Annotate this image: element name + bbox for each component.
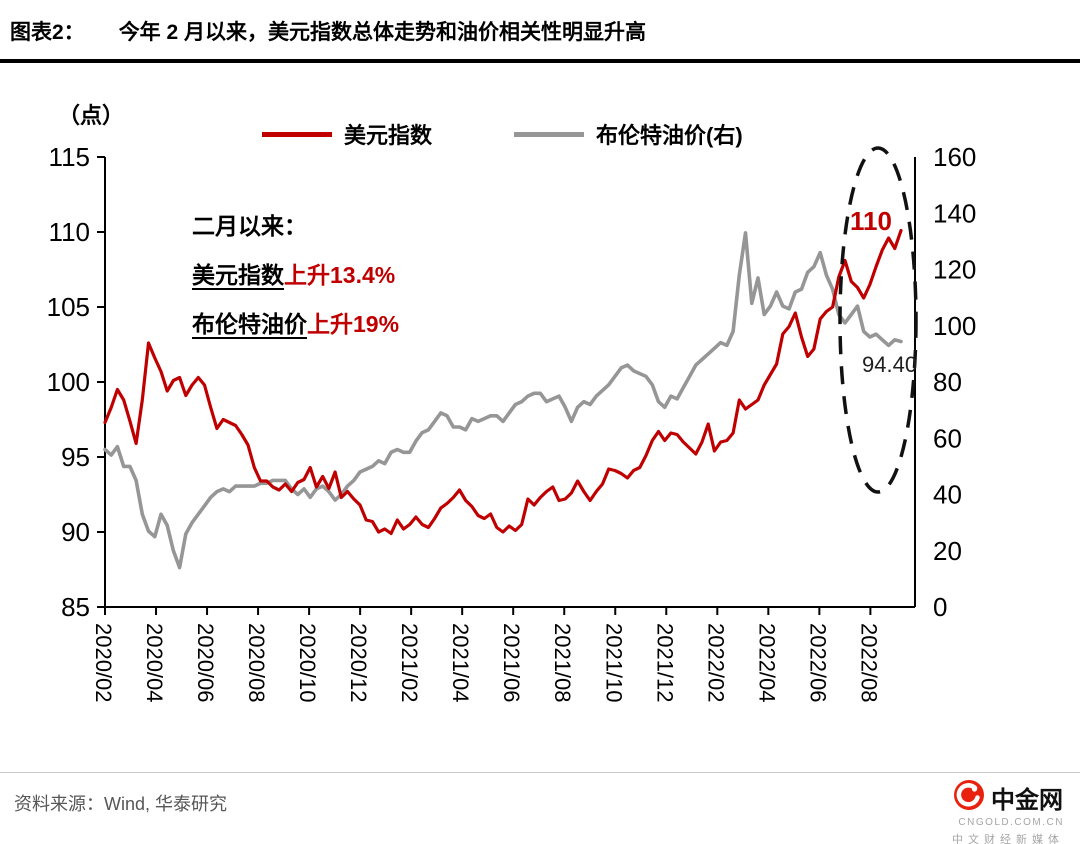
left-axis-tick-label: 115 xyxy=(49,142,90,172)
usd-index-line xyxy=(103,228,903,536)
x-axis-tick-label: 2020/10 xyxy=(295,623,320,703)
left-axis-unit-label: （点） xyxy=(58,103,125,128)
right-axis-tick-label: 20 xyxy=(933,536,962,566)
legend-item-usd-index: 美元指数 xyxy=(262,118,432,150)
right-axis-tick-label: 80 xyxy=(933,367,962,397)
right-axis-tick-label: 0 xyxy=(933,592,947,622)
x-axis-tick-label: 2020/06 xyxy=(193,623,218,703)
right-axis-tick-label: 40 xyxy=(933,480,962,510)
annotation-line-brent: 布伦特油价上升19% xyxy=(192,300,399,349)
right-axis-tick-label: 100 xyxy=(933,311,976,341)
x-axis-tick-label: 2020/04 xyxy=(142,623,167,703)
x-axis-tick-label: 2022/02 xyxy=(703,623,728,703)
cngold-logo-domain: CNGOLD.COM.CN xyxy=(958,817,1064,828)
x-axis-tick-label: 2021/06 xyxy=(499,623,524,703)
x-axis-tick-label: 2022/06 xyxy=(805,623,830,703)
left-axis-tick-label: 90 xyxy=(61,517,90,547)
annotation-usd-name: 美元指数 xyxy=(192,262,284,288)
usd-end-value-label: 110 xyxy=(850,206,892,236)
annotation-brent-change: 上升19% xyxy=(307,311,400,337)
x-axis-tick-label: 2022/04 xyxy=(754,623,779,703)
figure-header: 图表2： 今年 2 月以来，美元指数总体走势和油价相关性明显升高 xyxy=(0,0,1080,63)
left-axis-tick-label: 100 xyxy=(47,367,90,397)
figure-number: 图表2： xyxy=(10,21,85,44)
chart-canvas: 85 90 95 100 105 110 115 0 20 40 60 80 100 120 140 160 2… xyxy=(47,142,977,703)
x-axis-tick-label: 2021/02 xyxy=(397,623,422,703)
cngold-logo-icon xyxy=(953,779,985,816)
legend-label-brent: 布伦特油价(右) xyxy=(596,123,743,148)
annotation-usd-change: 上升13.4% xyxy=(284,262,396,288)
right-axis-tick-label: 160 xyxy=(933,142,976,172)
x-axis-tick-label: 2021/10 xyxy=(601,623,626,703)
right-axis-tick-label: 140 xyxy=(933,198,976,228)
brent-oil-line xyxy=(103,231,903,570)
legend-item-brent-oil: 布伦特油价(右) xyxy=(514,118,743,150)
cngold-logo: 中金网 CNGOLD.COM.CN 中文财经新媒体 xyxy=(952,779,1064,844)
cngold-logo-tagline: 中文财经新媒体 xyxy=(952,834,1064,844)
data-source-text: 资料来源：Wind, 华泰研究 xyxy=(14,794,228,814)
annotation-brent-name: 布伦特油价 xyxy=(192,311,307,337)
left-axis-tick-label: 110 xyxy=(49,217,90,247)
brent-line-swatch xyxy=(514,131,584,137)
annotation-line-usd: 美元指数上升13.4% xyxy=(192,251,399,300)
left-axis-tick-label: 85 xyxy=(61,592,90,622)
x-axis-tick-label: 2020/08 xyxy=(244,623,269,703)
annotation-block: 二月以来： 美元指数上升13.4% 布伦特油价上升19% xyxy=(192,202,399,349)
figure-title: 今年 2 月以来，美元指数总体走势和油价相关性明显升高 xyxy=(118,21,647,44)
annotation-line-intro: 二月以来： xyxy=(192,213,307,239)
right-axis-tick-label: 120 xyxy=(933,255,976,285)
legend-label-usd: 美元指数 xyxy=(344,123,433,148)
x-axis-tick-label: 2021/04 xyxy=(448,623,473,703)
usd-line-swatch xyxy=(262,131,332,137)
cngold-logo-name: 中金网 xyxy=(991,787,1063,814)
right-axis-tick-label: 60 xyxy=(933,423,962,453)
highlight-ellipse xyxy=(838,146,918,494)
x-axis-tick-label: 2020/12 xyxy=(346,623,371,703)
x-axis-tick-label: 2022/08 xyxy=(856,623,881,703)
left-axis-tick-label: 95 xyxy=(61,442,90,472)
cngold-logo-row: 中金网 xyxy=(953,779,1063,816)
x-axis-tick-label: 2021/12 xyxy=(652,623,677,703)
x-axis-tick-label: 2020/02 xyxy=(91,623,116,703)
left-axis-tick-label: 105 xyxy=(47,292,90,322)
figure-footer: 资料来源：Wind, 华泰研究 中金网 CNGOLD.COM.CN 中文财经新媒… xyxy=(0,772,1080,844)
brent-end-value-label: 94.40 xyxy=(862,352,918,377)
x-axis-tick-label: 2021/08 xyxy=(550,623,575,703)
